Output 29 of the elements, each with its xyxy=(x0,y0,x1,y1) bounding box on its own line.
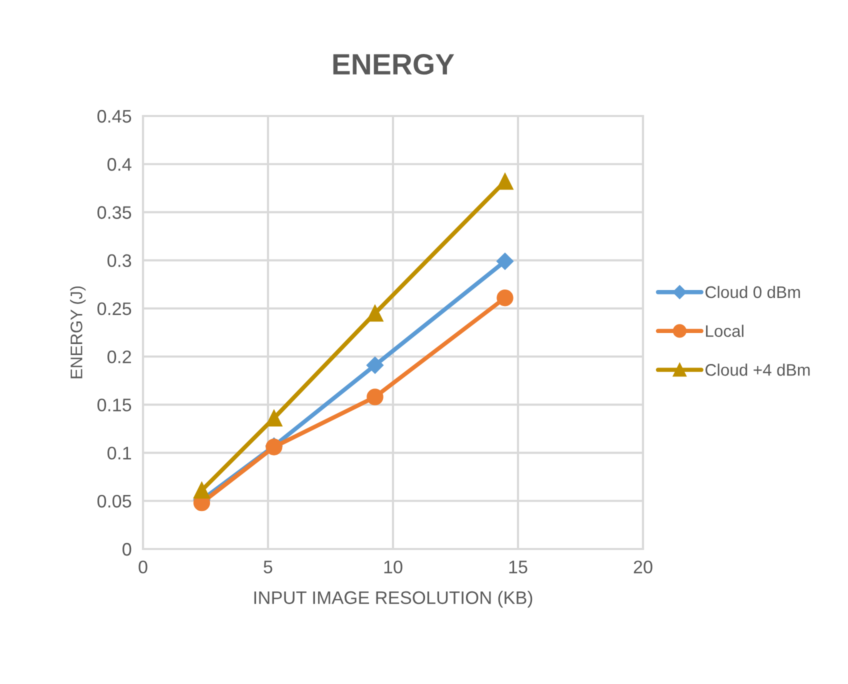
y-tick-label: 0.25 xyxy=(97,302,132,316)
point xyxy=(496,173,514,190)
x-axis-title: INPUT IMAGE RESOLUTION (KB) xyxy=(254,590,532,608)
y-tick-label: 0.1 xyxy=(107,446,132,460)
point xyxy=(366,304,384,322)
x-tick-label: 20 xyxy=(634,560,652,574)
y-tick-label: 0.45 xyxy=(97,110,132,123)
x-tick-label: 10 xyxy=(384,560,402,574)
point xyxy=(266,410,282,426)
y-tick-label: 0.15 xyxy=(97,398,132,412)
x-tick-label: 5 xyxy=(264,560,272,574)
chart-title: ENERGY xyxy=(333,54,454,75)
x-tick-label: 0 xyxy=(138,560,148,574)
point xyxy=(193,482,210,499)
point xyxy=(366,356,384,374)
point xyxy=(496,252,514,270)
y-tick-label: 0 xyxy=(122,542,132,556)
x-tick-label: 15 xyxy=(509,560,528,574)
y-tick-label: 0.2 xyxy=(107,350,131,364)
y-axis-title: ENERGY (J) xyxy=(70,286,86,378)
legend-label: Local xyxy=(706,324,744,337)
y-tick-label: 0.35 xyxy=(97,206,132,219)
y-tick-label: 0.3 xyxy=(107,254,132,268)
y-tick-label: 0.4 xyxy=(107,158,132,171)
point xyxy=(496,290,514,306)
legend-label: Cloud +4 dBm xyxy=(706,364,810,376)
y-tick-label: 0.05 xyxy=(97,494,132,508)
legend-label: Cloud 0 dBm xyxy=(706,286,800,298)
point xyxy=(366,388,384,406)
